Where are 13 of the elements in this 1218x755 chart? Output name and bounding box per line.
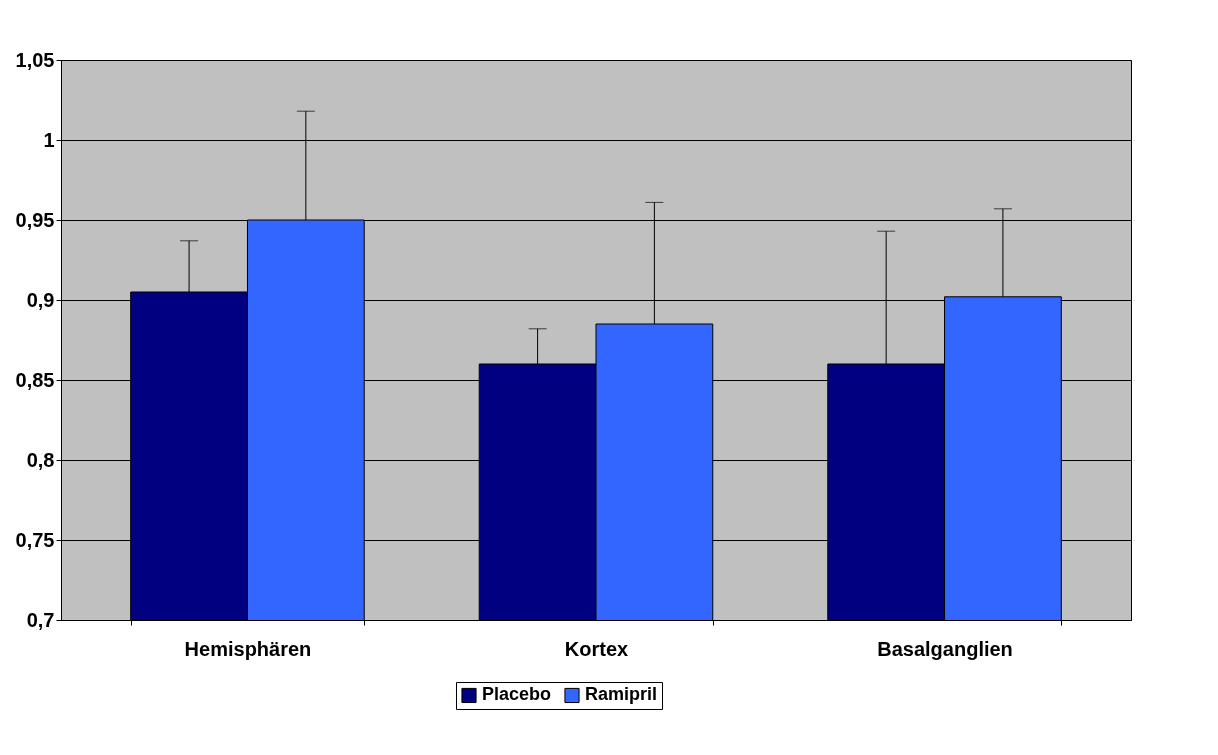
y-tick-label: 0,8 <box>26 448 55 471</box>
y-tick-label: 0,9 <box>26 288 55 311</box>
y-tick-label: 0,85 <box>15 368 55 391</box>
y-tick-label: 1,05 <box>15 48 55 71</box>
legend-label: Ramipril <box>585 684 658 705</box>
x-tick-label: Kortex <box>564 637 629 660</box>
y-tick-label: 0,7 <box>26 608 55 631</box>
y-tick-label: 0,95 <box>15 208 55 231</box>
x-tick-label: Basalganglien <box>877 637 1013 660</box>
legend-label: Placebo <box>482 684 552 705</box>
y-tick-label: 0,75 <box>15 528 55 551</box>
y-tick-label: 1 <box>43 128 55 151</box>
x-tick-label: Hemisphären <box>184 637 312 660</box>
